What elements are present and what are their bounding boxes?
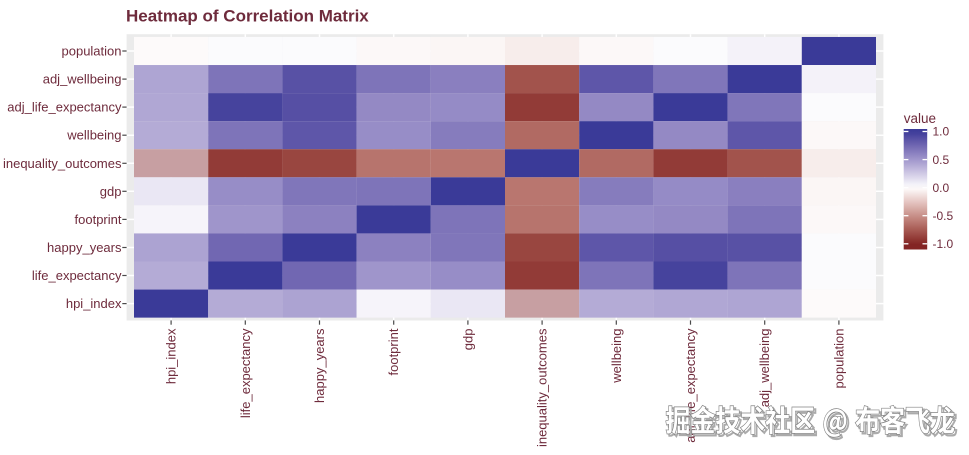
svg-text:gdp: gdp [100, 184, 122, 199]
svg-text:-0.5: -0.5 [933, 209, 954, 223]
svg-text:adj_life_expectancy: adj_life_expectancy [7, 100, 122, 115]
svg-text:wellbeing: wellbeing [609, 329, 624, 384]
svg-text:population: population [831, 329, 846, 389]
svg-text:adj_wellbeing: adj_wellbeing [43, 72, 122, 87]
svg-text:footprint: footprint [386, 328, 401, 375]
svg-text:Heatmap of Correlation Matrix: Heatmap of Correlation Matrix [126, 7, 369, 26]
svg-text:footprint: footprint [75, 212, 122, 227]
svg-text:adj_wellbeing: adj_wellbeing [757, 329, 772, 408]
svg-text:life_expectancy: life_expectancy [238, 328, 253, 418]
svg-text:inequality_outcomes: inequality_outcomes [535, 328, 550, 447]
svg-text:hpi_index: hpi_index [164, 328, 179, 384]
svg-text:inequality_outcomes: inequality_outcomes [3, 156, 122, 171]
svg-text:gdp: gdp [460, 329, 475, 351]
svg-text:-1.0: -1.0 [933, 237, 954, 251]
svg-text:0.5: 0.5 [933, 153, 950, 167]
svg-text:happy_years: happy_years [312, 328, 327, 403]
svg-text:value: value [904, 111, 936, 126]
svg-text:1.0: 1.0 [933, 125, 950, 139]
svg-text:wellbeing: wellbeing [66, 128, 121, 143]
svg-text:life_expectancy: life_expectancy [32, 268, 122, 283]
svg-text:hpi_index: hpi_index [66, 296, 122, 311]
svg-text:0.0: 0.0 [933, 181, 950, 195]
svg-text:happy_years: happy_years [47, 240, 122, 255]
svg-text:population: population [62, 44, 122, 59]
